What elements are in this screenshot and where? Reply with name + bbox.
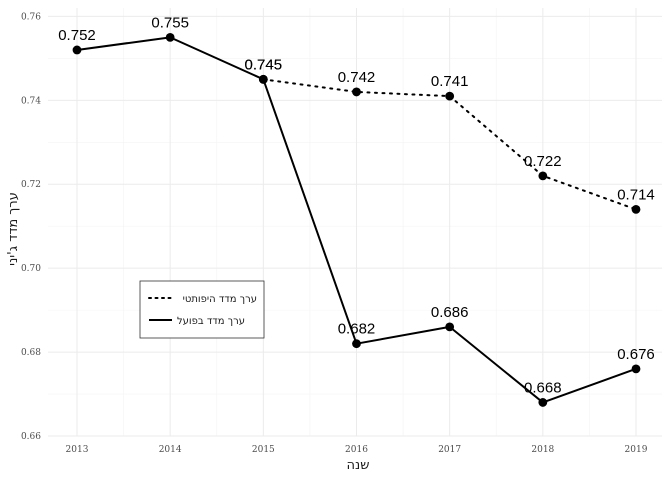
x-tick-label: 2015 [252,445,275,455]
point-actual [258,74,268,84]
y-tick-label: 0.76 [21,12,41,22]
x-axis-title: שנה [347,458,370,473]
point-actual [538,398,548,407]
point-actual [445,322,455,332]
x-tick-label: 2017 [438,445,461,455]
data-points [72,32,641,407]
grid [48,8,662,437]
point-hypothetical [352,87,361,97]
data-label-hypothetical: 0.722 [524,153,562,170]
point-hypothetical [538,171,548,181]
data-label-actual: 0.745 [245,56,283,73]
point-hypothetical [631,205,641,214]
x-tick-label: 2018 [531,445,554,455]
data-label-actual: 0.752 [58,27,96,44]
data-label-actual: 0.686 [431,304,469,321]
point-actual [631,364,641,374]
y-tick-label: 0.66 [21,432,41,442]
x-tick-label: 2013 [66,445,89,455]
y-axis-title: ערך מדד ג'יני [6,192,21,266]
data-label-hypothetical: 0.741 [431,73,469,90]
y-tick-label: 0.68 [21,348,41,358]
point-hypothetical [445,91,455,101]
data-label-hypothetical: 0.714 [617,186,655,203]
y-tick-label: 0.70 [21,264,41,274]
legend-label-hypothetical: ערך מדד היפותטי [183,294,257,305]
data-label-actual: 0.682 [338,321,376,338]
legend-label-actual: ערך מדד בפועל [177,316,245,327]
y-axis-ticks: 0.66 0.68 0.70 0.72 0.74 0.76 [21,12,41,442]
y-tick-label: 0.74 [21,96,41,106]
data-label-actual: 0.668 [524,379,562,396]
data-label-actual: 0.755 [151,14,189,31]
y-tick-label: 0.72 [21,180,41,190]
data-label-hypothetical: 0.742 [338,69,376,86]
legend-box [139,280,265,339]
x-axis-ticks: 2013 2014 2015 2016 2017 2018 2019 [66,445,648,455]
x-tick-label: 2014 [159,445,182,455]
x-tick-label: 2016 [345,445,368,455]
point-actual [72,45,82,55]
point-actual [352,339,361,349]
data-label-actual: 0.676 [617,346,655,363]
x-tick-label: 2019 [625,445,648,455]
data-label-hypothetical: 0.745 [245,56,283,73]
legend: ערך מדד היפותטי ערך מדד בפועל [139,280,265,339]
point-actual [165,32,175,42]
